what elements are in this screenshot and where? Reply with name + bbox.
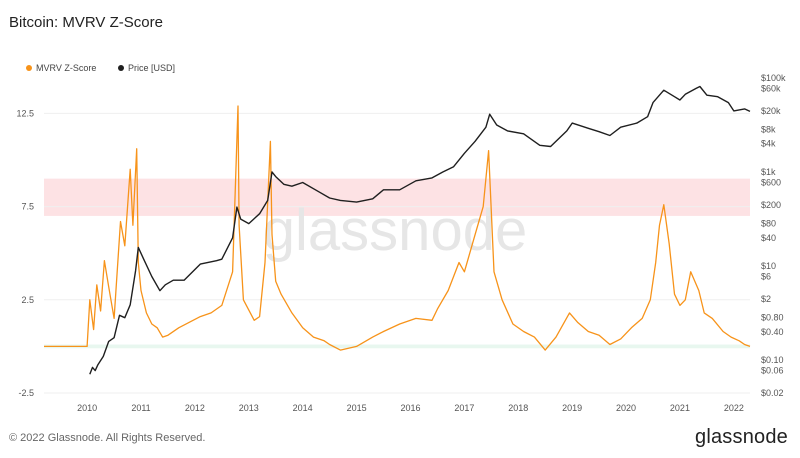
legend-marker-price (118, 65, 124, 71)
y-right-tick: $100k (761, 73, 786, 83)
x-tick: 2012 (185, 403, 205, 413)
legend-marker-zscore (26, 65, 32, 71)
chart-title: Bitcoin: MVRV Z-Score (9, 14, 163, 31)
x-tick: 2016 (400, 403, 420, 413)
y-right-tick: $600 (761, 177, 781, 187)
x-tick: 2015 (347, 403, 367, 413)
band-0 (44, 178, 750, 216)
y-right-tick: $8k (761, 125, 776, 135)
x-axis-ticks: 2010 2011 2012 2013 2014 2015 2016 2017 2018 2019… (77, 403, 744, 413)
series-mvrv-zscore (44, 105, 751, 351)
x-tick: 2013 (239, 403, 259, 413)
y-left-tick: 7.5 (21, 202, 34, 212)
x-tick: 2021 (670, 403, 690, 413)
x-tick: 2018 (508, 403, 528, 413)
left-axis-ticks: 12.5 7.5 2.5 -2.5 (16, 108, 34, 398)
grid (44, 112, 750, 394)
y-right-tick: $0.06 (761, 366, 784, 376)
series-price (89, 85, 751, 375)
y-right-tick: $20k (761, 106, 781, 116)
y-right-tick: $80 (761, 219, 776, 229)
y-right-tick: $10 (761, 261, 776, 271)
legend[interactable]: MVRV Z-Score Price [USD] (26, 63, 175, 73)
x-tick: 2010 (77, 403, 97, 413)
x-tick: 2019 (562, 403, 582, 413)
y-right-tick: $60k (761, 83, 781, 93)
right-axis-ticks: $100k$60k$20k$8k$4k$1k$600$200$80$40$10$… (761, 73, 786, 398)
legend-label-price: Price [USD] (128, 63, 175, 73)
x-tick: 2020 (616, 403, 636, 413)
line-mvrv-zscore (44, 105, 751, 351)
x-tick: 2011 (131, 403, 150, 413)
x-tick: 2017 (454, 403, 474, 413)
watermark: glassnode (263, 198, 527, 263)
y-left-tick: -2.5 (18, 388, 34, 398)
threshold-bands (44, 178, 750, 349)
y-right-tick: $200 (761, 200, 781, 210)
y-right-tick: $1k (761, 167, 776, 177)
copyright: © 2022 Glassnode. All Rights Reserved. (9, 432, 206, 444)
brand-logo: glassnode (695, 426, 788, 448)
band-1 (44, 344, 750, 349)
y-right-tick: $6 (761, 272, 771, 282)
y-right-tick: $0.40 (761, 327, 784, 337)
y-left-tick: 12.5 (16, 108, 34, 118)
legend-label-zscore: MVRV Z-Score (36, 63, 96, 73)
y-right-tick: $0.02 (761, 388, 784, 398)
y-right-tick: $4k (761, 139, 776, 149)
x-tick: 2014 (293, 403, 313, 413)
line-price (89, 85, 751, 375)
y-right-tick: $40 (761, 233, 776, 243)
x-tick: 2022 (724, 403, 744, 413)
y-right-tick: $2 (761, 294, 771, 304)
y-right-tick: $0.80 (761, 313, 784, 323)
y-right-tick: $0.10 (761, 355, 784, 365)
y-left-tick: 2.5 (21, 295, 34, 305)
